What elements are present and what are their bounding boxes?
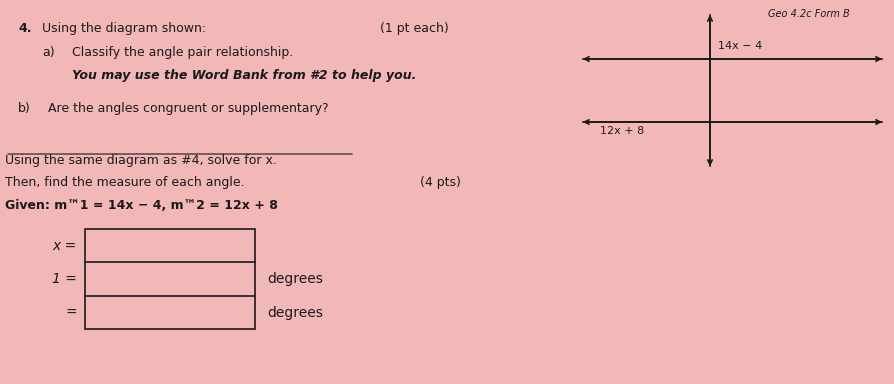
Text: x =: x = xyxy=(53,238,77,253)
Text: =: = xyxy=(65,306,77,319)
Text: degrees: degrees xyxy=(267,272,323,286)
Text: degrees: degrees xyxy=(267,306,323,319)
Text: Using the diagram shown:: Using the diagram shown: xyxy=(42,22,207,35)
Text: Are the angles congruent or supplementary?: Are the angles congruent or supplementar… xyxy=(48,102,329,115)
Text: 1 =: 1 = xyxy=(52,272,77,286)
Text: a): a) xyxy=(42,46,55,59)
Text: Using the same diagram as #4, solve for x.: Using the same diagram as #4, solve for … xyxy=(5,154,277,167)
Text: Geo 4.2c Form B: Geo 4.2c Form B xyxy=(768,9,850,19)
Text: 4.: 4. xyxy=(18,22,31,35)
Text: Then, find the measure of each angle.: Then, find the measure of each angle. xyxy=(5,176,245,189)
Text: (4 pts): (4 pts) xyxy=(420,176,461,189)
Text: 12x + 8: 12x + 8 xyxy=(600,126,645,136)
Text: 14x − 4: 14x − 4 xyxy=(718,41,763,51)
Text: Classify the angle pair relationship.: Classify the angle pair relationship. xyxy=(72,46,293,59)
Text: You may use the Word Bank from #2 to help you.: You may use the Word Bank from #2 to hel… xyxy=(72,69,417,82)
Text: Given: m™1 = 14x − 4, m™2 = 12x + 8: Given: m™1 = 14x − 4, m™2 = 12x + 8 xyxy=(5,199,278,212)
Text: (1 pt each): (1 pt each) xyxy=(380,22,449,35)
Text: b): b) xyxy=(18,102,30,115)
